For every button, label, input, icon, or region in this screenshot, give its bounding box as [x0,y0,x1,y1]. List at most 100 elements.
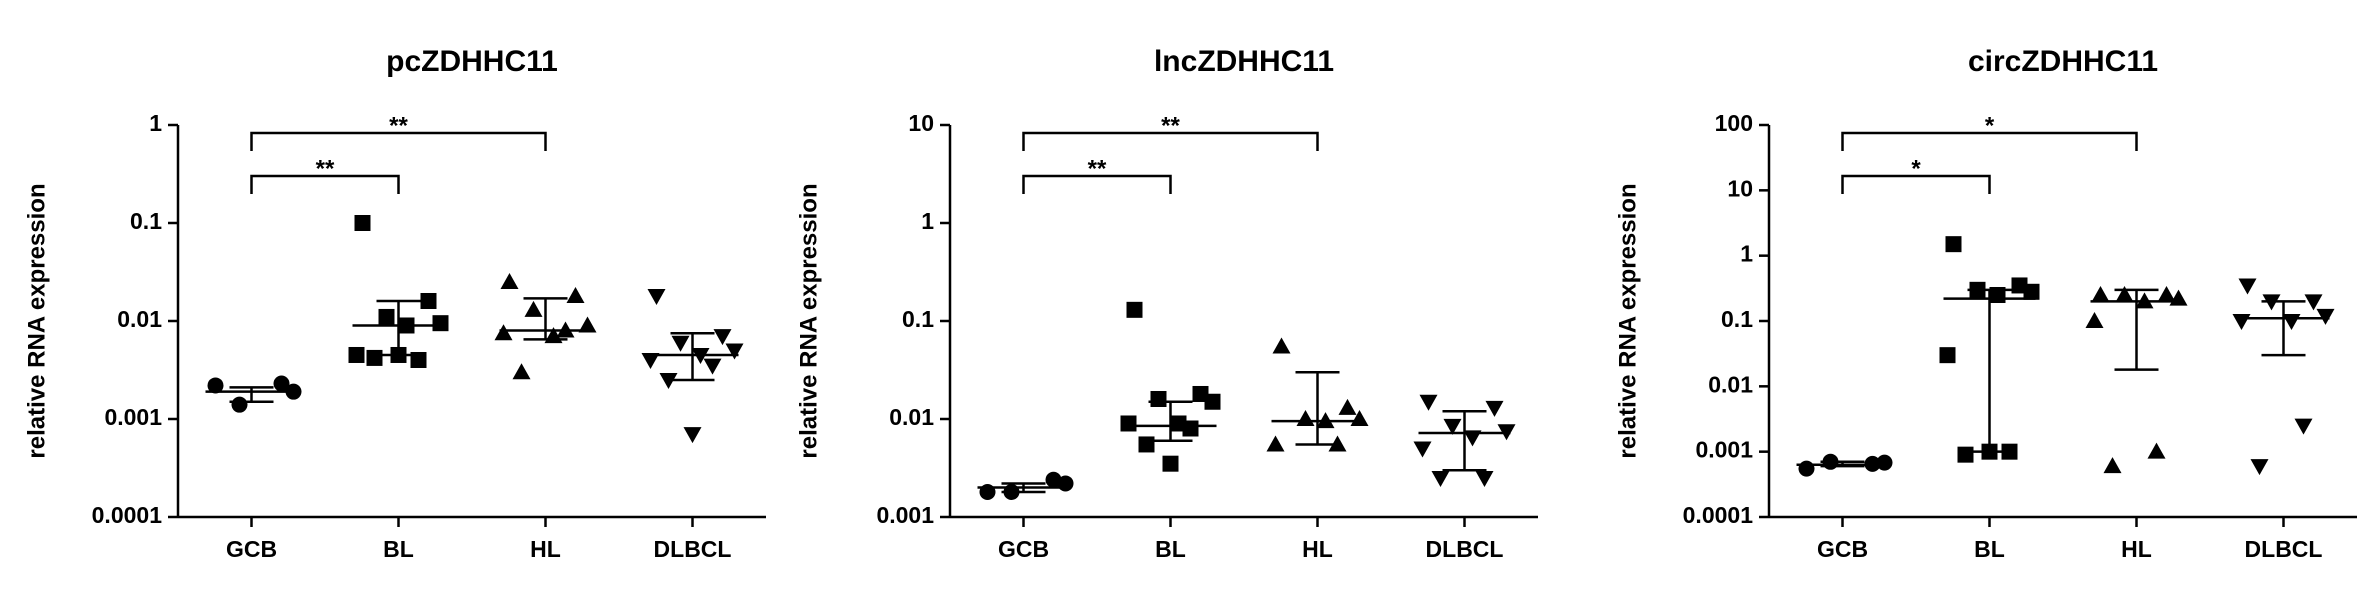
data-point [566,286,585,303]
chart-title: circZDHHC11 [1968,45,2158,78]
data-point [2282,314,2301,330]
x-tick-label: GCB [1817,536,1868,562]
data-point [1939,347,1956,364]
data-point [1182,420,1199,437]
significance-label: * [1911,155,1921,182]
chart-panel: pcZDHHC11 relative RNA expression 0.0001 0.… [23,45,766,562]
data-point [2103,457,2122,474]
data-point [366,349,383,366]
significance-label: ** [1088,155,1107,182]
data-point [494,324,513,341]
data-point [641,352,660,369]
data-point [1413,441,1432,458]
chart-title: lncZDHHC11 [1154,45,1334,78]
data-point [1204,393,1221,410]
data-point [2023,283,2040,300]
data-point [1045,471,1062,488]
data-point [1120,415,1137,432]
data-point [1463,430,1482,447]
data-point [1957,446,1974,463]
data-point [1431,471,1450,488]
significance-bracket [250,131,547,151]
chart-panel: lncZDHHC11 relative RNA expression 0.001 0.… [795,45,1538,562]
data-point [2316,308,2335,325]
x-tick-label: DLBCL [2245,536,2323,562]
data-point [1419,394,1438,411]
data-point [2085,312,2104,328]
data-point [2091,286,2110,303]
x-tick-label: HL [2121,536,2152,562]
x-tick-label: HL [1302,536,1333,562]
data-point [659,373,678,390]
data-point [2238,278,2257,295]
x-tick-label: BL [1974,536,2005,562]
y-tick-label: 0.1 [1721,306,1753,332]
data-point [348,346,365,363]
data-point [2232,314,2251,330]
data-point [578,316,597,333]
significance-bracket [1022,174,1172,194]
data-point [1876,454,1893,471]
data-point [1266,435,1285,452]
y-tick-label: 0.0001 [92,502,163,528]
data-point [683,427,702,444]
x-tick-label: DLBCL [1426,536,1504,562]
data-point [1475,471,1494,488]
chart-panel: circZDHHC11 relative RNA expression 0.0001… [1614,45,2357,562]
y-tick-label: 0.001 [104,404,162,430]
data-point [713,329,732,346]
significance-label: * [1985,112,1995,139]
significance-label: ** [1161,112,1180,139]
significance-label: ** [316,155,335,182]
data-point [354,215,371,231]
data-point [647,288,666,305]
data-point [1485,400,1504,417]
x-tick-label: GCB [998,536,1049,562]
data-point [500,273,519,290]
data-point [1272,337,1291,354]
data-point [524,300,543,317]
significance-bracket [1022,131,1319,151]
data-point [1057,475,1074,492]
y-tick-label: 0.001 [876,502,934,528]
significance-bracket [1841,174,1991,194]
data-point [273,375,290,392]
x-tick-label: DLBCL [654,536,732,562]
data-point [2304,294,2323,311]
y-tick-label: 1 [1740,241,1753,267]
y-tick-label: 1 [921,208,934,234]
y-tick-label: 0.01 [117,306,162,332]
y-tick-label: 0.01 [889,404,934,430]
data-point [378,308,395,325]
data-point [2294,418,2313,435]
data-point [512,363,531,380]
significance-bracket [1841,131,2138,151]
data-point [2147,442,2166,459]
data-point [207,377,224,394]
y-tick-label: 10 [908,110,934,136]
data-point [420,292,437,309]
data-point [1443,418,1462,435]
data-point [1150,390,1167,407]
x-tick-label: GCB [226,536,277,562]
chart-title: pcZDHHC11 [386,45,558,78]
y-axis-label: relative RNA expression [795,183,822,458]
y-axis-label: relative RNA expression [1614,183,1641,458]
significance-label: ** [389,112,408,139]
data-point [1126,301,1143,318]
data-point [671,335,690,352]
y-tick-label: 0.0001 [1683,502,1754,528]
y-tick-label: 1 [149,110,162,136]
x-tick-label: BL [383,536,414,562]
data-point [1296,410,1315,426]
y-tick-label: 0.01 [1708,371,1753,397]
data-point [2115,286,2134,303]
significance-bracket [250,174,400,194]
data-point [703,358,722,375]
data-point [2157,286,2176,303]
data-point [1138,436,1155,453]
data-point [1338,398,1357,415]
x-tick-label: BL [1155,536,1186,562]
y-tick-label: 10 [1727,175,1753,201]
